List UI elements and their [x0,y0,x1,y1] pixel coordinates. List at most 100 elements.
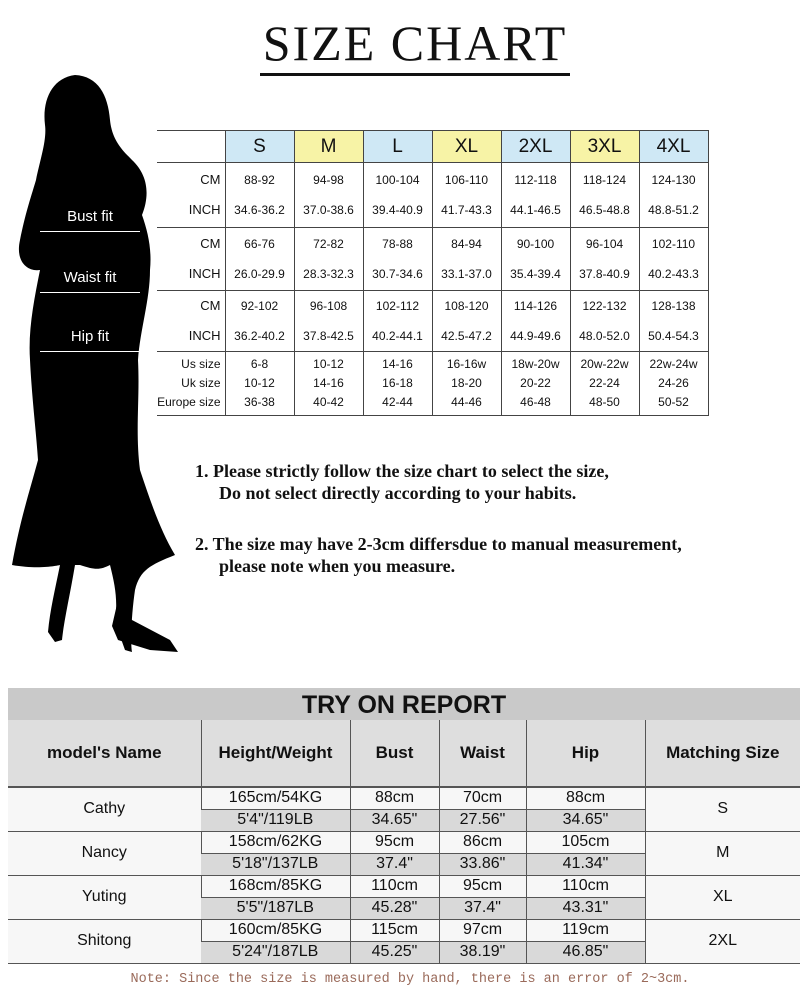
hip-imperial: 43.31" [525,897,645,920]
hw-metric: 160cm/85KG [200,919,350,942]
model-name: Nancy [8,831,201,876]
conversion-value: 46-48 [520,395,551,409]
size-header-2XL: 2XL [500,130,571,163]
hip-imperial: 41.34" [525,853,645,876]
conversion-value: 36-38 [244,395,275,409]
unit-cm: CM [200,236,221,251]
hip-imperial: 46.85" [525,941,645,964]
size-header-3XL: 3XL [569,130,640,163]
waist-imperial: 33.86" [438,853,526,876]
bust-metric: 110cm [349,875,439,898]
hip-inch-value: 37.8-42.5 [303,329,354,343]
conversion-value: 6-8 [250,357,269,371]
unit-inch: INCH [188,202,221,217]
table-row: Yuting 168cm/85KG 110cm 95cm 110cm XL [8,875,800,920]
waist-metric: 97cm [438,919,526,942]
conversion-value: 18-20 [451,376,482,390]
try-on-title: TRY ON REPORT [8,688,800,720]
hip-cm-value: 108-120 [444,299,489,313]
conversion-value: 22w-24w [649,357,698,371]
bust-cm-value: 106-110 [444,173,489,187]
matching-size: 2XL [644,919,800,964]
hw-metric: 158cm/62KG [200,831,350,854]
bust-cm-value: 88-92 [244,173,275,187]
table-row-imperial: 5'24"/187LB 45.25" 38.19" 46.85" [8,941,800,964]
waist-inch-value: 35.4-39.4 [510,267,561,281]
waist-metric: 86cm [438,831,526,854]
bust-inch-value: 34.6-36.2 [234,203,285,217]
hip-inch-value: 36.2-40.2 [234,329,285,343]
waist-inch-value: 30.7-34.6 [372,267,423,281]
hip-inch-value: 40.2-44.1 [372,329,423,343]
model-name: Yuting [8,875,201,920]
waist-cm-value: 90-100 [516,237,555,251]
conversion-value: 50-52 [658,395,689,409]
header-cell: Bust [349,720,439,788]
hip-row: CM INCH 92-102 36.2-40.2 96-108 37.8-42.5 102-… [157,290,709,352]
table-row-imperial: 5'5"/187LB 45.28" 37.4" 43.31" [8,897,800,920]
hw-metric: 165cm/54KG [200,787,350,810]
note-2-line-2: please note when you measure. [219,556,456,576]
try-on-report: TRY ON REPORT model's Name Height/Weight B… [8,688,800,964]
matching-size: XL [644,875,800,920]
unit-cm: CM [200,172,221,187]
conversion-value: 16-18 [382,376,413,390]
conversion-row: Us size Uk size Europe size 6-8 10-12 36-38 10… [157,351,709,416]
hip-metric: 105cm [525,831,645,854]
waist-cm-value: 78-88 [382,237,413,251]
waist-inch-value: 28.3-32.3 [303,267,354,281]
model-name: Cathy [8,787,201,832]
bust-imperial: 45.25" [349,941,439,964]
conversion-value: 48-50 [589,395,620,409]
hw-imperial: 5'5"/187LB [201,897,350,920]
bust-imperial: 34.65" [349,809,439,832]
conversion-value: 16-16w [446,357,487,371]
bust-metric: 115cm [349,919,439,942]
table-row-imperial: 5'18"/137LB 37.4" 33.86" 41.34" [8,853,800,876]
waist-inch-value: 37.8-40.9 [579,267,630,281]
waist-metric: 95cm [438,875,526,898]
measurement-note: Note: Since the size is measured by hand… [130,972,690,987]
conversion-value: 22-24 [589,376,620,390]
hw-metric: 168cm/85KG [200,875,350,898]
hip-metric: 110cm [525,875,645,898]
model-name: Shitong [8,919,201,964]
note-2: 2. The size may have 2-3cm differsdue to… [195,533,682,577]
waist-imperial: 27.56" [438,809,526,832]
waist-inch-value: 26.0-29.9 [234,267,285,281]
matching-size: M [644,831,800,876]
hip-inch-value: 42.5-47.2 [441,329,492,343]
conversion-value: 44-46 [451,395,482,409]
note-2-line-1: 2. The size may have 2-3cm differsdue to… [195,534,682,554]
header-cell: model's Name [8,720,201,788]
bust-cm-value: 124-130 [651,173,696,187]
hip-cm-value: 102-112 [375,299,420,313]
hip-inch-value: 50.4-54.3 [648,329,699,343]
size-header-S: S [224,130,295,163]
bust-cm-value: 100-104 [375,173,420,187]
conversion-value: 20w-22w [580,357,629,371]
size-header-4XL: 4XL [638,130,709,163]
header-cell: Waist [438,720,526,788]
bust-metric: 95cm [349,831,439,854]
waist-fit-label: Waist fit [40,269,140,293]
unit-inch: INCH [188,266,221,281]
hip-cm-value: 114-126 [513,299,558,313]
bust-inch-value: 46.5-48.8 [579,203,630,217]
bust-inch-value: 39.4-40.9 [372,203,423,217]
hip-imperial: 34.65" [525,809,645,832]
bust-metric: 88cm [349,787,439,810]
conversion-value: 10-12 [313,357,344,371]
hip-inch-value: 48.0-52.0 [579,329,630,343]
waist-cm-value: 84-94 [451,237,482,251]
conversion-value: 10-12 [244,376,275,390]
bust-cm-value: 118-124 [582,173,627,187]
hip-cm-value: 128-138 [651,299,696,313]
bust-cm-value: 112-118 [514,173,557,187]
table-row: Shitong 160cm/85KG 115cm 97cm 119cm 2XL [8,919,800,964]
unit-cm: CM [200,298,221,313]
matching-size: S [644,787,800,832]
conversion-value: 14-16 [313,376,344,390]
try-on-table: model's Name Height/Weight Bust Waist Hip Mat… [8,720,800,964]
waist-cm-value: 96-104 [585,237,624,251]
